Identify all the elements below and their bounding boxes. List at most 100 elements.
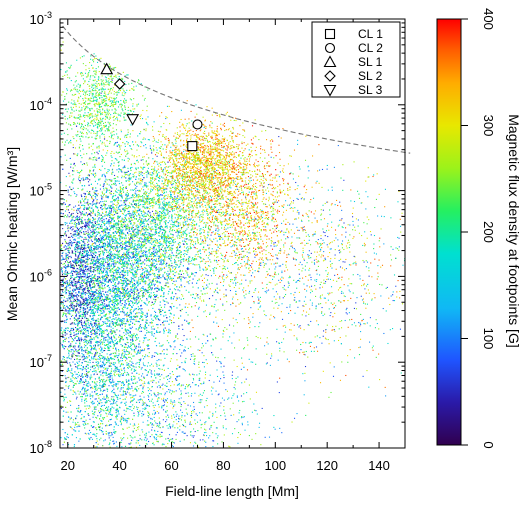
scatter-point: [105, 191, 107, 193]
scatter-point: [135, 190, 137, 192]
scatter-point: [81, 228, 83, 230]
scatter-point: [108, 259, 111, 261]
scatter-point: [176, 197, 178, 199]
scatter-point: [98, 290, 100, 292]
scatter-point: [122, 244, 124, 246]
scatter-point: [145, 281, 147, 283]
scatter-point: [101, 287, 103, 289]
scatter-point: [79, 216, 81, 218]
scatter-point: [169, 278, 171, 280]
scatter-point: [60, 307, 62, 309]
scatter-point: [80, 171, 82, 173]
scatter-point: [143, 145, 145, 147]
scatter-point: [154, 251, 156, 253]
scatter-point: [136, 224, 138, 226]
scatter-point: [69, 330, 72, 332]
scatter-point: [73, 317, 75, 320]
scatter-point: [140, 243, 142, 245]
scatter-point: [124, 216, 126, 219]
scatter-point: [118, 220, 120, 222]
scatter-point: [84, 228, 86, 230]
scatter-point: [101, 246, 103, 248]
scatter-point: [167, 213, 169, 215]
scatter-point: [163, 353, 165, 355]
scatter-point: [148, 295, 150, 297]
scatter-point: [72, 182, 74, 184]
scatter-point: [134, 263, 136, 265]
scatter-point: [64, 222, 66, 224]
scatter-point: [102, 384, 104, 386]
scatter-point: [224, 327, 226, 329]
scatter-point: [144, 263, 146, 265]
scatter-point: [99, 307, 101, 309]
scatter-point: [125, 330, 127, 332]
scatter-point: [173, 221, 175, 223]
scatter-point: [112, 241, 114, 243]
scatter-point: [107, 335, 109, 337]
scatter-point: [97, 248, 99, 250]
scatter-point: [206, 279, 209, 281]
scatter-point: [93, 218, 95, 220]
scatter-point: [108, 243, 110, 245]
scatter-point: [143, 274, 146, 276]
scatter-point: [80, 259, 82, 261]
scatter-point: [128, 249, 130, 251]
scatter-point: [147, 201, 149, 203]
scatter-point: [128, 205, 130, 207]
scatter-point: [125, 218, 127, 220]
scatter-point: [137, 189, 139, 191]
scatter-point: [60, 267, 63, 269]
scatter-point: [177, 225, 179, 228]
scatter-point: [205, 274, 207, 276]
scatter-point: [167, 277, 169, 279]
scatter-point: [72, 187, 74, 189]
scatter-point: [131, 246, 134, 248]
scatter-point: [75, 244, 77, 246]
scatter-point: [128, 241, 130, 243]
scatter-point: [133, 276, 135, 278]
scatter-point: [66, 280, 68, 282]
scatter-point: [84, 213, 86, 215]
scatter-point: [137, 229, 139, 231]
scatter-point: [98, 270, 100, 272]
scatter-point: [70, 255, 72, 257]
scatter-point: [68, 204, 70, 206]
scatter-point: [155, 311, 157, 314]
scatter-point: [112, 225, 114, 227]
scatter-point: [121, 240, 123, 243]
scatter-point: [182, 231, 184, 233]
scatter-point: [141, 287, 143, 289]
scatter-point: [147, 284, 149, 286]
scatter-point: [101, 160, 103, 162]
scatter-point: [64, 214, 66, 216]
scatter-point: [158, 256, 161, 258]
scatter-point: [141, 238, 143, 240]
scatter-point: [74, 247, 76, 249]
scatter-point: [132, 341, 134, 343]
scatter-point: [122, 186, 125, 189]
scatter-point: [176, 206, 178, 208]
scatter-point: [107, 264, 109, 266]
scatter-point: [175, 255, 177, 257]
scatter-point: [102, 302, 104, 304]
scatter-point: [86, 326, 88, 328]
scatter-point: [123, 294, 126, 296]
scatter-point: [126, 270, 128, 272]
scatter-point: [113, 225, 115, 228]
scatter-point: [88, 237, 90, 239]
scatter-point: [110, 251, 112, 253]
scatter-point: [104, 278, 106, 280]
scatter-point: [210, 234, 212, 236]
scatter-point: [113, 162, 115, 164]
scatter-point: [106, 229, 108, 231]
scatter-point: [161, 259, 163, 261]
scatter-point: [130, 344, 132, 346]
scatter-point: [100, 260, 102, 262]
scatter-point: [145, 227, 147, 229]
scatter-point: [147, 277, 149, 279]
scatter-point: [131, 228, 133, 230]
scatter-point: [151, 355, 153, 357]
scatter-point: [113, 253, 115, 255]
scatter-point: [100, 207, 102, 209]
scatter-point: [157, 327, 159, 329]
